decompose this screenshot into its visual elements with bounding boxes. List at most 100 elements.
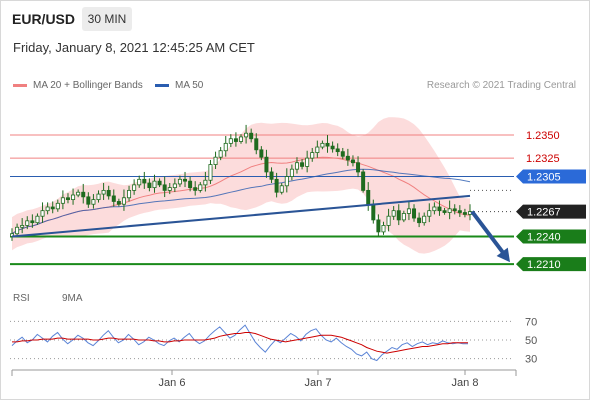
- level-tag-text-1.2210: 1.2210: [527, 259, 561, 271]
- candle-body: [462, 212, 467, 215]
- candle-body: [259, 149, 264, 158]
- candle-body: [447, 208, 452, 213]
- candle-body: [335, 148, 340, 153]
- candle-body: [356, 162, 361, 173]
- candle-body: [238, 136, 243, 142]
- x-tick-label: Jan 6: [159, 377, 186, 389]
- candle-body: [391, 210, 396, 217]
- candle-body: [15, 226, 20, 235]
- candle-body: [177, 178, 182, 185]
- candle-body: [401, 213, 406, 221]
- trendline: [11, 194, 471, 238]
- level-tag-text-1.2267: 1.2267: [527, 207, 561, 219]
- candle-body: [366, 189, 371, 205]
- level-tag-1.2240: [516, 229, 586, 244]
- ma50-line: [11, 168, 471, 235]
- candle-body: [121, 197, 126, 205]
- candle-body: [65, 197, 70, 201]
- candle-body: [183, 178, 188, 182]
- candle-body: [137, 178, 142, 186]
- candle-body: [442, 210, 447, 213]
- level-label-1.2350: 1.2350: [526, 130, 560, 142]
- candle-body: [71, 194, 76, 201]
- projection-arrow-shaft: [470, 210, 507, 257]
- candle-body: [457, 210, 462, 213]
- rsi-series-rsi: [11, 324, 468, 362]
- candle-body: [279, 185, 284, 193]
- candle-body: [361, 171, 366, 191]
- candle-body: [249, 132, 254, 140]
- candle-body: [300, 162, 305, 167]
- candle-body: [157, 180, 162, 186]
- candles: [9, 124, 472, 241]
- candle-body: [371, 203, 376, 221]
- candle-body: [345, 155, 350, 161]
- projection-arrow-head: [496, 247, 510, 263]
- candle-body: [412, 208, 417, 219]
- timeframe-badge[interactable]: 30 MIN: [82, 7, 132, 31]
- candle-body: [284, 176, 289, 187]
- candle-body: [305, 157, 310, 167]
- candle-body: [142, 178, 147, 184]
- candle-body: [264, 156, 269, 173]
- level-tag-text-1.2240: 1.2240: [527, 232, 561, 244]
- x-tick-label: Jan 8: [452, 377, 479, 389]
- candle-body: [91, 199, 96, 205]
- candle-body: [254, 138, 259, 151]
- bollinger-band: [12, 117, 470, 254]
- legend-rsi9ma: 9MA: [62, 293, 83, 304]
- candle-body: [437, 206, 442, 212]
- candle-body: [452, 208, 457, 212]
- candle-body: [289, 168, 294, 177]
- candle-body: [147, 182, 152, 189]
- candle-body: [101, 189, 106, 195]
- research-credit: Research © 2021 Trading Central: [426, 80, 576, 91]
- candle-body: [417, 217, 422, 224]
- candle-body: [233, 138, 238, 142]
- candle-body: [60, 197, 65, 204]
- candle-body: [81, 191, 86, 198]
- candle-body: [340, 151, 345, 157]
- rsi-series-9ma: [12, 332, 468, 354]
- rsi-tick-70: 70: [525, 316, 537, 328]
- candle-body: [208, 164, 213, 181]
- candle-body: [116, 201, 121, 205]
- rsi-label: RSI: [13, 293, 30, 304]
- candle-body: [50, 206, 55, 210]
- candle-body: [20, 225, 25, 228]
- legend-ma20: MA 20 + Bollinger Bands: [13, 80, 143, 91]
- candle-body: [310, 152, 315, 159]
- candle-body: [223, 142, 228, 152]
- level-tag-1.2267: [516, 204, 586, 219]
- candle-body: [30, 220, 35, 224]
- candle-body: [45, 206, 50, 212]
- candle-body: [350, 159, 355, 164]
- candle-body: [218, 150, 223, 158]
- chart-header: EUR/USD 30 MIN: [0, 0, 590, 38]
- candle-body: [172, 183, 177, 189]
- level-label-1.2325: 1.2325: [526, 153, 560, 165]
- instrument-symbol: EUR/USD: [12, 11, 76, 27]
- candle-body: [111, 195, 116, 202]
- candle-body: [25, 220, 30, 226]
- ma50-swatch: [155, 83, 169, 87]
- level-tag-1.2305: [516, 169, 586, 184]
- ma20-label: MA 20 + Bollinger Bands: [33, 80, 143, 91]
- level-tag-text-1.2305: 1.2305: [527, 172, 561, 184]
- candle-body: [193, 187, 198, 191]
- candle-body: [320, 142, 325, 148]
- candle-body: [315, 146, 320, 153]
- candle-body: [386, 215, 391, 226]
- candle-body: [198, 184, 203, 191]
- candle-body: [213, 156, 218, 165]
- candle-body: [432, 206, 437, 212]
- legend-ma50: MA 50: [155, 80, 203, 91]
- candle-body: [96, 193, 101, 201]
- candle-body: [35, 215, 40, 224]
- x-tick-label: Jan 7: [305, 377, 332, 389]
- rsi-tick-50: 50: [525, 335, 537, 347]
- level-tag-1.2210: [516, 257, 586, 272]
- candle-body: [76, 191, 81, 196]
- candle-body: [106, 189, 111, 197]
